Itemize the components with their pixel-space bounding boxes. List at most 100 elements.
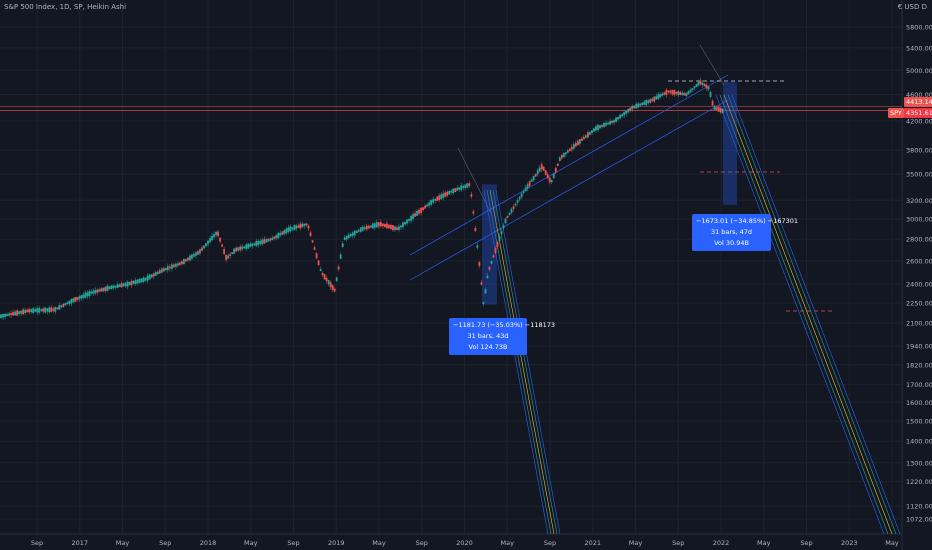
candle-body — [701, 82, 704, 85]
candle-body — [526, 184, 529, 189]
y-tick-label: 3000.00 — [906, 216, 932, 224]
y-tick-label: 5800.00 — [906, 24, 932, 32]
candle-body — [371, 223, 374, 229]
candle-body — [436, 196, 439, 201]
fib-channel-line[interactable] — [727, 94, 897, 535]
candle-body — [574, 142, 577, 147]
candle-body — [327, 280, 330, 285]
fib-channel-line[interactable] — [492, 189, 558, 535]
candle-body — [508, 212, 511, 215]
fib-channel-line[interactable] — [495, 189, 561, 535]
candle-body — [32, 308, 35, 313]
candle-body — [669, 90, 672, 93]
y-tick-label: 1300.00 — [906, 459, 932, 467]
candle-body — [709, 92, 712, 97]
candle-body — [496, 242, 499, 248]
candle-body — [317, 260, 320, 266]
candle-body — [14, 311, 16, 316]
candle-body — [538, 167, 541, 172]
candle-body — [219, 237, 221, 242]
fib-channel-line[interactable] — [483, 189, 549, 535]
candle-body — [653, 96, 656, 102]
candle-body — [54, 307, 57, 312]
y-tick-label: 1072.00 — [906, 516, 932, 524]
candle-body — [38, 307, 41, 313]
candle-body — [392, 225, 394, 231]
candle-body — [430, 200, 433, 205]
candle-body — [490, 260, 493, 264]
candle-body — [377, 222, 380, 227]
candle-body — [223, 248, 226, 255]
candle-body — [193, 254, 195, 257]
fib-channel-line[interactable] — [731, 94, 901, 535]
candle-body — [488, 266, 491, 270]
candle-body — [215, 231, 217, 236]
candle-body — [80, 295, 83, 299]
candle-body — [100, 288, 103, 292]
y-tick-label: 3800.00 — [906, 147, 932, 155]
candle-body — [379, 222, 382, 227]
fib-channel-line[interactable] — [723, 94, 893, 535]
candle-body — [478, 262, 481, 266]
x-tick-label: Sep — [287, 539, 299, 547]
candle-body — [384, 223, 386, 227]
candle-body — [150, 274, 153, 278]
candle-body — [466, 183, 469, 188]
measure-line1: −1181.73 (−35.03%) −118173 — [453, 321, 556, 329]
candle-body — [229, 254, 232, 256]
trend-channel-lower[interactable] — [409, 99, 729, 281]
candle-body — [110, 285, 113, 290]
candle-body — [661, 93, 664, 96]
fib-channel-line[interactable] — [719, 94, 889, 535]
candle-body — [241, 246, 244, 250]
trend-channel-upper[interactable] — [409, 74, 729, 256]
x-tick-label: 2019 — [328, 539, 345, 547]
currency-label[interactable]: € USD D — [897, 3, 927, 11]
candle-body — [166, 266, 169, 271]
candle-body — [715, 107, 718, 110]
candle-body — [217, 231, 219, 237]
measure-box-2020[interactable]: −1181.73 (−35.03%) −118173 31 bars, 43d … — [449, 318, 556, 355]
candle-body — [233, 248, 236, 254]
candle-body — [178, 262, 181, 265]
candle-body — [309, 232, 312, 237]
candle-body — [56, 307, 59, 310]
candle-body — [273, 236, 276, 239]
measure-range-2020[interactable] — [482, 184, 497, 305]
candle-body — [687, 91, 690, 95]
candle-body — [476, 245, 479, 248]
candle-body — [382, 223, 384, 227]
symbol-tag[interactable]: SPY — [888, 108, 904, 118]
candle-body — [605, 122, 607, 126]
candle-body — [124, 282, 127, 287]
candle-body — [671, 89, 674, 95]
candle-body — [633, 105, 636, 109]
candle-body — [460, 185, 463, 191]
projection-line[interactable] — [699, 44, 725, 86]
candle-body — [126, 281, 129, 287]
x-tick-label: May — [116, 539, 130, 547]
candle-body — [562, 152, 565, 157]
candle-body — [359, 227, 362, 232]
measure-box-2022[interactable]: −1673.01 (−34.85%) −167301 31 bars, 47d … — [692, 214, 798, 251]
fib-channel-line[interactable] — [489, 189, 555, 535]
candle-body — [639, 103, 642, 106]
candle-body — [444, 192, 447, 197]
candle-body — [428, 202, 431, 206]
candle-body — [649, 99, 652, 103]
y-tick-label: 1500.00 — [906, 418, 932, 426]
measure-range-2022[interactable] — [723, 82, 737, 205]
candle-body — [52, 308, 55, 311]
candle-body — [62, 303, 65, 307]
candle-body — [195, 252, 197, 256]
candle-body — [434, 198, 437, 201]
candle-body — [239, 246, 242, 251]
candle-body — [394, 226, 396, 231]
x-tick-label: 2018 — [200, 539, 217, 547]
fib-channel-line[interactable] — [715, 94, 885, 535]
candle-body — [556, 163, 559, 166]
candle-body — [504, 218, 507, 224]
candle-body — [112, 285, 115, 289]
candle-body — [446, 191, 449, 196]
